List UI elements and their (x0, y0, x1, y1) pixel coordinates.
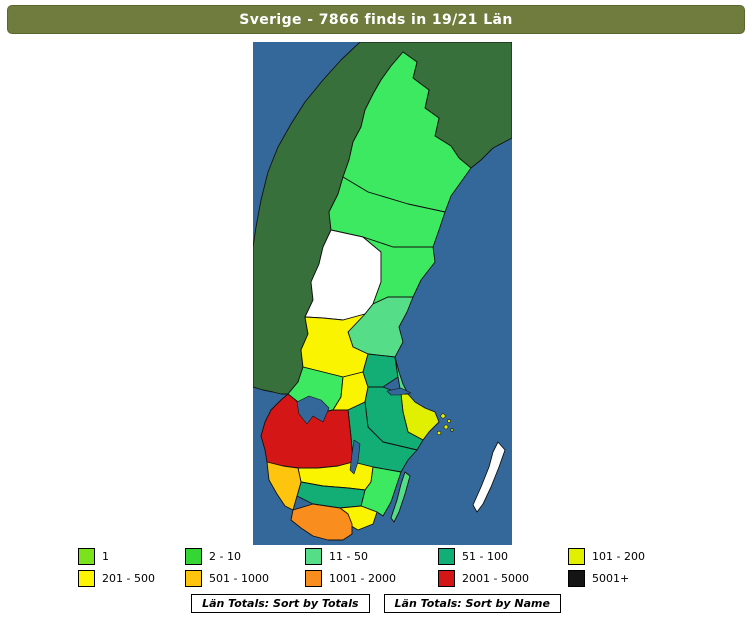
legend-label: 201 - 500 (102, 572, 155, 585)
legend-item: 101 - 200 (568, 548, 645, 565)
legend-swatch (305, 570, 322, 587)
legend-label: 501 - 1000 (209, 572, 269, 585)
legend-item: 1001 - 2000 (305, 570, 396, 587)
legend-swatch (185, 548, 202, 565)
sort-by-name-button[interactable]: Län Totals: Sort by Name (383, 594, 561, 613)
legend-item: 11 - 50 (305, 548, 368, 565)
legend-swatch (78, 570, 95, 587)
legend-label: 101 - 200 (592, 550, 645, 563)
legend-item: 201 - 500 (78, 570, 155, 587)
sort-buttons-row: Län Totals: Sort by Totals Län Totals: S… (0, 594, 752, 613)
legend-label: 2 - 10 (209, 550, 241, 563)
legend-swatch (305, 548, 322, 565)
legend-label: 5001+ (592, 572, 630, 585)
legend-item: 51 - 100 (438, 548, 508, 565)
legend-swatch (185, 570, 202, 587)
lake-vanern (296, 395, 330, 425)
county-halland[interactable] (266, 461, 302, 511)
legend-swatch (78, 548, 95, 565)
legend-item: 2001 - 5000 (438, 570, 529, 587)
stockholm-archipelago-islands (436, 413, 454, 436)
legend-swatch (568, 548, 585, 565)
lakes (296, 387, 412, 475)
legend-swatch (438, 570, 455, 587)
county-kalmar[interactable] (360, 466, 402, 517)
legend-item: 2 - 10 (185, 548, 241, 565)
sort-by-totals-button[interactable]: Län Totals: Sort by Totals (191, 594, 370, 613)
legend-swatch (568, 570, 585, 587)
page-title: Sverige - 7866 finds in 19/21 Län (239, 11, 513, 28)
county-oland[interactable] (390, 471, 411, 523)
title-bar: Sverige - 7866 finds in 19/21 Län (7, 5, 745, 34)
legend-item: 501 - 1000 (185, 570, 269, 587)
legend-label: 1001 - 2000 (329, 572, 396, 585)
legend-label: 51 - 100 (462, 550, 508, 563)
county-skane[interactable] (290, 503, 353, 541)
county-norrbotten[interactable] (342, 51, 472, 213)
legend-item: 5001+ (568, 570, 629, 587)
sweden-choropleth-map (253, 42, 512, 545)
lake-malaren (386, 387, 412, 396)
lake-vattern (349, 439, 361, 475)
legend-swatch (438, 548, 455, 565)
legend-label: 11 - 50 (329, 550, 368, 563)
county-gotland[interactable] (472, 441, 506, 513)
legend-label: 2001 - 5000 (462, 572, 529, 585)
legend-label: 1 (102, 550, 109, 563)
legend-item: 1 (78, 548, 109, 565)
